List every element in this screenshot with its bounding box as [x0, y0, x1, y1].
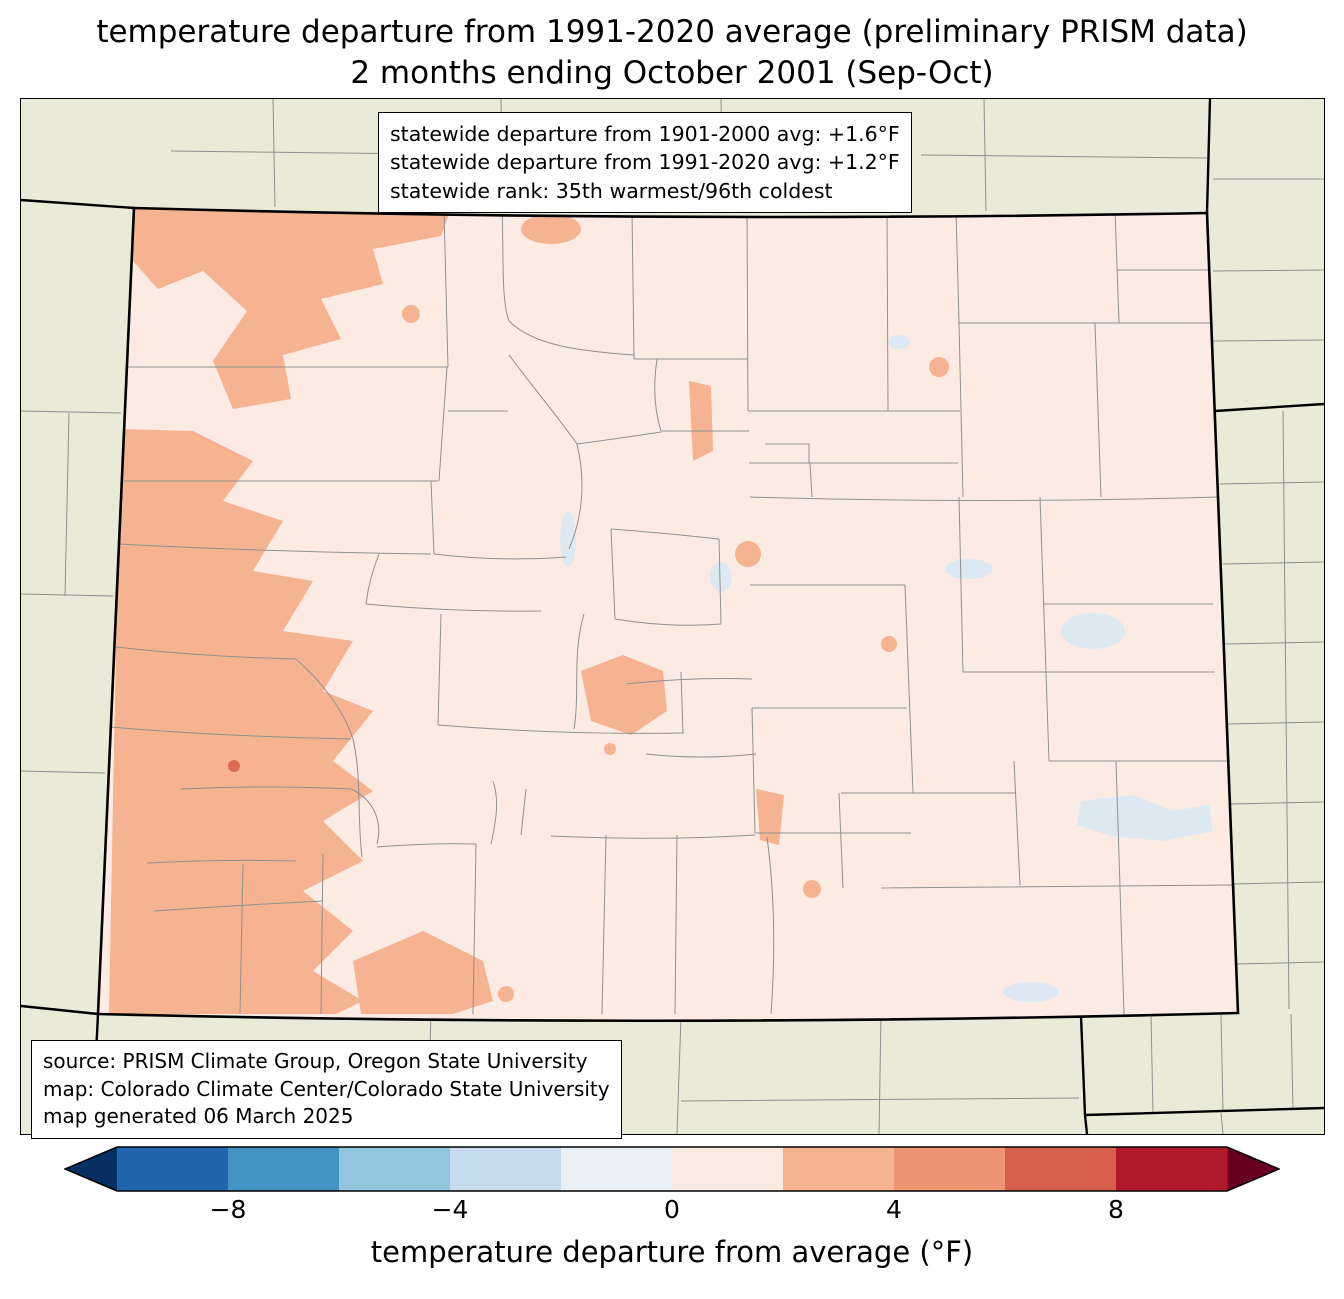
stats-box: statewide departure from 1901-2000 avg: …: [378, 112, 912, 213]
colorbar-tick: 4: [886, 1195, 902, 1224]
warm-anomaly-patch: [498, 986, 514, 1002]
colorbar-segment: [561, 1147, 673, 1191]
colorbar-segment: [117, 1147, 229, 1191]
colorbar-tick: 8: [1108, 1195, 1124, 1224]
map-credit-line: map: Colorado Climate Center/Colorado St…: [43, 1076, 610, 1101]
warm-anomaly-patch: [689, 381, 713, 461]
colorbar-under-arrow: [65, 1147, 117, 1191]
colorbar-segment: [894, 1147, 1006, 1191]
colorbar-segment: [783, 1147, 895, 1191]
colorbar-ticks: −8 −4 0 4 8: [64, 1195, 1280, 1229]
neighbor-county-lines: [21, 99, 1324, 1134]
colorbar-segment: [672, 1147, 784, 1191]
generated-date-line: map generated 06 March 2025: [43, 1104, 354, 1129]
colorbar-segment: [339, 1147, 451, 1191]
warm-anomaly-patch-center: [581, 655, 667, 735]
source-line: source: PRISM Climate Group, Oregon Stat…: [43, 1049, 588, 1073]
warm-anomaly-spot-strong: [228, 760, 240, 772]
cool-anomaly-patch: [888, 335, 910, 349]
warm-anomaly-patch-south: [353, 931, 493, 1014]
warm-anomaly-patch-northwest: [131, 208, 451, 409]
colorbar-segment: [450, 1147, 562, 1191]
colorbar-segment: [228, 1147, 340, 1191]
warm-anomaly-band-west: [109, 429, 373, 1014]
colorbar-segment: [1116, 1147, 1228, 1191]
colorbar-tick: 0: [664, 1195, 680, 1224]
colorbar-over-arrow: [1227, 1147, 1279, 1191]
figure-title-line2: 2 months ending October 2001 (Sep-Oct): [350, 55, 994, 91]
cool-anomaly-patch: [945, 559, 993, 579]
colorbar-segment: [1005, 1147, 1117, 1191]
cool-anomaly-patch: [560, 511, 576, 567]
warm-anomaly-patch: [402, 305, 420, 323]
cool-anomaly-patch: [1061, 613, 1125, 649]
warm-anomaly-patch: [604, 743, 616, 755]
cool-anomaly-patch-east: [1077, 795, 1213, 841]
figure-title-line1: temperature departure from 1991-2020 ave…: [96, 14, 1248, 50]
colorbar-label: temperature departure from average (°F): [370, 1235, 974, 1269]
warm-anomaly-patch: [881, 636, 897, 652]
colorbar: [64, 1146, 1280, 1192]
stats-line-rank: statewide rank: 35th warmest/96th coldes…: [390, 178, 833, 203]
cool-anomaly-patch: [710, 562, 732, 592]
map-axes: statewide departure from 1901-2000 avg: …: [20, 98, 1325, 1139]
stats-line-1901-2000: statewide departure from 1901-2000 avg: …: [390, 122, 900, 146]
colorbar-tick: −4: [431, 1195, 469, 1224]
colorado-choropleth-map: [21, 99, 1324, 1134]
warm-anomaly-patch: [521, 214, 581, 244]
warm-anomaly-patch: [929, 357, 949, 377]
colorbar-tick: −8: [209, 1195, 247, 1224]
colorbar-area: −8 −4 0 4 8 temperature departure from avera…: [64, 1146, 1280, 1269]
warm-anomaly-patch: [756, 789, 784, 845]
warm-anomaly-patch: [803, 880, 821, 898]
county-boundaries: [110, 209, 1235, 1015]
warm-anomaly-patch: [735, 541, 761, 567]
cool-anomaly-patch: [1003, 982, 1059, 1002]
colorbar-outline: [64, 1146, 1280, 1192]
colorado-state-border: [96, 206, 1240, 1023]
stats-line-1991-2020: statewide departure from 1991-2020 avg: …: [390, 150, 900, 175]
source-box: source: PRISM Climate Group, Oregon Stat…: [31, 1040, 622, 1139]
